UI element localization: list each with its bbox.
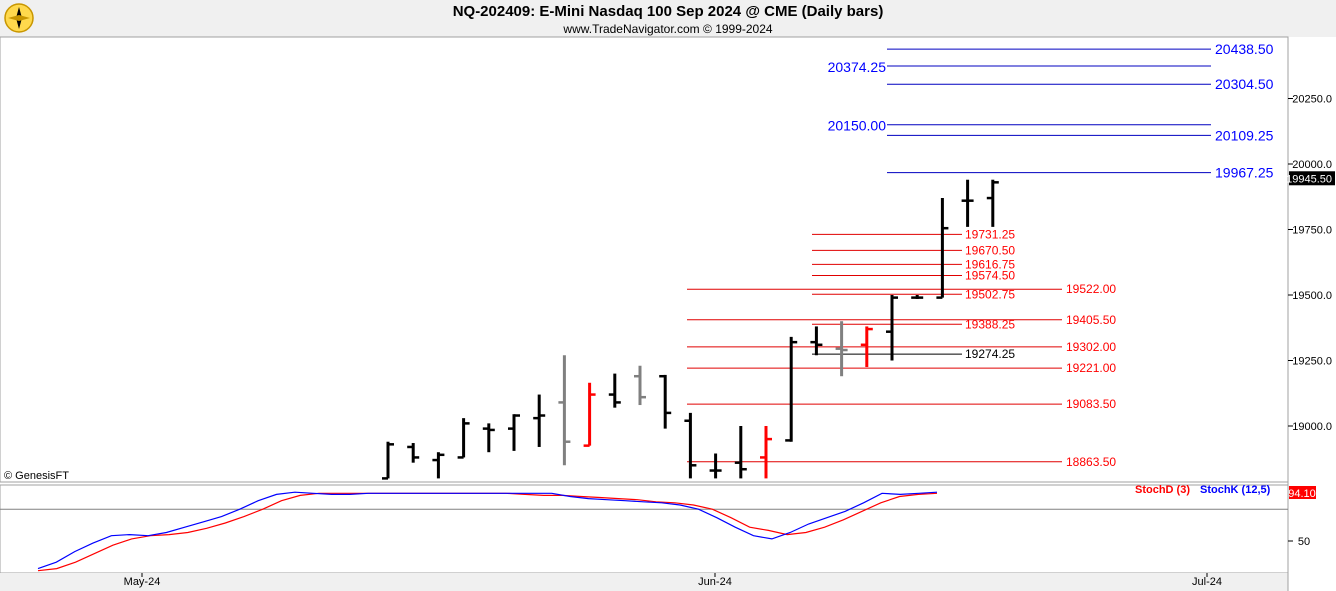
red-level-label: 19083.50 (1066, 397, 1116, 411)
chart-subtitle: www.TradeNavigator.com © 1999-2024 (563, 22, 773, 36)
ohlc-bar (760, 426, 772, 479)
ohlc-bar (608, 373, 621, 408)
ohlc-bar (508, 414, 520, 451)
ohlc-bar (533, 394, 546, 447)
last-price-label: 19945.50 (1286, 173, 1332, 185)
blue-level-label: 20374.25 (828, 59, 887, 75)
ohlc-bar (986, 179, 999, 227)
blue-level-label: 20304.50 (1215, 76, 1274, 92)
ohlc-bar (659, 374, 672, 429)
stoch-d-legend: StochD (3) (1135, 484, 1190, 496)
date-axis (0, 573, 1288, 591)
red-level-label: 19616.75 (965, 257, 1015, 271)
ohlc-bar (457, 418, 470, 459)
last-price-marker (1289, 171, 1335, 186)
price-axis-tick-label: 19500.0 (1292, 290, 1332, 302)
price-axis-tick-label: 20250.0 (1292, 94, 1332, 106)
chart-header (0, 0, 1336, 37)
ohlc-bar (886, 295, 898, 361)
ohlc-bar (634, 365, 646, 406)
red-level-label: 19670.50 (965, 243, 1015, 257)
indicator-last-value-label: 94.10 (1288, 488, 1316, 500)
ohlc-bar (810, 326, 823, 356)
date-axis-label: Jul-24 (1192, 576, 1222, 588)
trade-navigator-compass-logo[interactable] (3, 2, 35, 34)
blue-level-label: 20150.00 (828, 118, 887, 134)
red-level-label: 19405.50 (1066, 313, 1116, 327)
ohlc-bar (936, 198, 949, 299)
ohlc-bar (684, 412, 697, 479)
indicator-panel (0, 484, 1289, 574)
red-level-label: 18863.50 (1066, 455, 1116, 469)
black-level-label: 19274.25 (965, 347, 1015, 361)
ohlc-bar (482, 423, 495, 453)
ohlc-bar (961, 179, 974, 227)
ohlc-bar (734, 426, 747, 479)
price-panel (0, 36, 1289, 483)
red-level-label: 19522.00 (1066, 282, 1116, 296)
indicator-axis-tick-label: 50 (1298, 536, 1310, 548)
ohlc-bar (558, 355, 571, 466)
genesis-watermark: © GenesisFT (4, 470, 69, 482)
red-level-label: 19731.25 (965, 227, 1015, 241)
blue-level-label: 19967.25 (1215, 165, 1274, 181)
price-axis-tick-label: 20000.0 (1292, 159, 1332, 171)
ohlc-bar (709, 453, 722, 479)
ohlc-bar (911, 295, 924, 299)
red-level-label: 19221.00 (1066, 361, 1116, 375)
ohlc-bar (835, 321, 848, 377)
ohlc-bar (432, 452, 445, 479)
price-axis-tick-label: 19750.0 (1292, 225, 1332, 237)
date-axis-label: May-24 (124, 576, 161, 588)
chart-title: NQ-202409: E-Mini Nasdaq 100 Sep 2024 @ … (452, 3, 884, 20)
ohlc-bar (583, 382, 596, 447)
red-level-label: 19574.50 (965, 268, 1015, 282)
red-level-label: 19388.25 (965, 317, 1015, 331)
ohlc-bar (382, 441, 394, 480)
date-axis-label: Jun-24 (698, 576, 732, 588)
red-level-label: 19302.00 (1066, 340, 1116, 354)
ohlc-bar (785, 336, 798, 442)
stoch-k-legend: StochK (12,5) (1200, 484, 1271, 496)
stoch-k-line (37, 491, 938, 570)
red-level-label: 19502.75 (965, 287, 1015, 301)
blue-level-label: 20438.50 (1215, 41, 1274, 57)
blue-level-label: 20109.25 (1215, 127, 1274, 143)
ohlc-bar (860, 326, 873, 368)
indicator-last-value-marker (1289, 486, 1316, 499)
price-axis-tick-label: 19000.0 (1292, 421, 1332, 433)
ohlc-bar (407, 443, 420, 463)
price-axis-tick-label: 19250.0 (1292, 356, 1332, 368)
